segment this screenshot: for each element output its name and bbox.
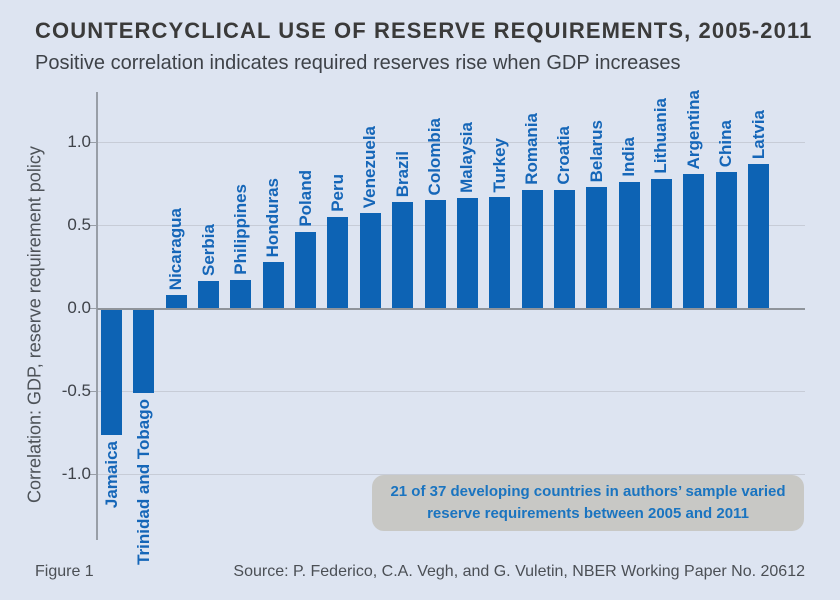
bar-india xyxy=(619,182,640,308)
bar-argentina xyxy=(683,174,704,308)
bar-venezuela xyxy=(360,213,381,308)
bar-label-croatia: Croatia xyxy=(554,126,573,185)
bar-label-india: India xyxy=(619,137,638,177)
bar-label-jamaica: Jamaica xyxy=(102,441,121,509)
bar-brazil xyxy=(392,202,413,308)
y-tick-label--0.5: -0.5 xyxy=(61,381,91,400)
bar-label-honduras: Honduras xyxy=(263,177,282,257)
bar-lithuania xyxy=(651,179,672,308)
bar-label-peru: Peru xyxy=(328,174,347,212)
y-tick--1.0 xyxy=(90,474,96,475)
bar-serbia xyxy=(198,281,219,308)
bar-label-trinidad-and-tobago: Trinidad and Tobago xyxy=(134,399,153,565)
bar-label-philippines: Philippines xyxy=(231,184,250,275)
y-tick-1.0 xyxy=(90,142,96,143)
bar-label-lithuania: Lithuania xyxy=(651,98,670,174)
bar-turkey xyxy=(489,197,510,308)
gridline--0.5 xyxy=(97,391,805,392)
source-credit: Source: P. Federico, C.A. Vegh, and G. V… xyxy=(233,563,805,580)
y-tick-label-0.5: 0.5 xyxy=(67,215,91,234)
bar-croatia xyxy=(554,190,575,308)
chart-title: COUNTERCYCLICAL USE OF RESERVE REQUIREME… xyxy=(35,18,813,43)
bar-honduras xyxy=(263,262,284,308)
bar-label-brazil: Brazil xyxy=(393,150,412,197)
gridline-1 xyxy=(97,142,805,143)
bar-peru xyxy=(327,217,348,308)
x-axis-baseline xyxy=(97,308,805,310)
annotation-line-1: 21 of 37 developing countries in authors… xyxy=(390,483,786,501)
bar-label-poland: Poland xyxy=(296,170,315,227)
y-tick-label-0.0: 0.0 xyxy=(67,298,91,317)
bar-label-nicaragua: Nicaragua xyxy=(166,207,185,290)
y-axis-line xyxy=(96,92,98,540)
bar-label-colombia: Colombia xyxy=(425,117,444,195)
bar-label-malaysia: Malaysia xyxy=(457,122,476,193)
y-tick--0.5 xyxy=(90,391,96,392)
bar-jamaica xyxy=(101,310,122,435)
bar-china xyxy=(716,172,737,308)
bar-latvia xyxy=(748,164,769,308)
y-tick-0.5 xyxy=(90,225,96,226)
bar-colombia xyxy=(425,200,446,308)
gridline-0.5 xyxy=(97,225,805,226)
bar-philippines xyxy=(230,280,251,308)
bar-label-argentina: Argentina xyxy=(684,89,703,169)
bar-label-romania: Romania xyxy=(522,113,541,185)
y-tick-0.0 xyxy=(90,308,96,309)
bar-romania xyxy=(522,190,543,308)
bar-poland xyxy=(295,232,316,308)
bar-nicaragua xyxy=(166,295,187,308)
figure-number-label: Figure 1 xyxy=(35,563,94,580)
bar-label-china: China xyxy=(716,119,735,167)
bar-trinidad-and-tobago xyxy=(133,310,154,393)
chart-subtitle: Positive correlation indicates required … xyxy=(35,52,681,74)
bar-label-latvia: Latvia xyxy=(749,109,768,159)
bar-label-turkey: Turkey xyxy=(490,137,509,193)
annotation-box: 21 of 37 developing countries in authors… xyxy=(372,475,804,531)
annotation-line-2: reserve requirements between 2005 and 20… xyxy=(427,505,749,522)
y-tick-label-1.0: 1.0 xyxy=(67,132,91,151)
bar-label-belarus: Belarus xyxy=(587,119,606,182)
bar-label-serbia: Serbia xyxy=(199,224,218,276)
bar-malaysia xyxy=(457,198,478,308)
y-tick-label--1.0: -1.0 xyxy=(61,464,91,483)
gridline--1 xyxy=(97,474,805,475)
bar-label-venezuela: Venezuela xyxy=(360,125,379,208)
bar-belarus xyxy=(586,187,607,308)
